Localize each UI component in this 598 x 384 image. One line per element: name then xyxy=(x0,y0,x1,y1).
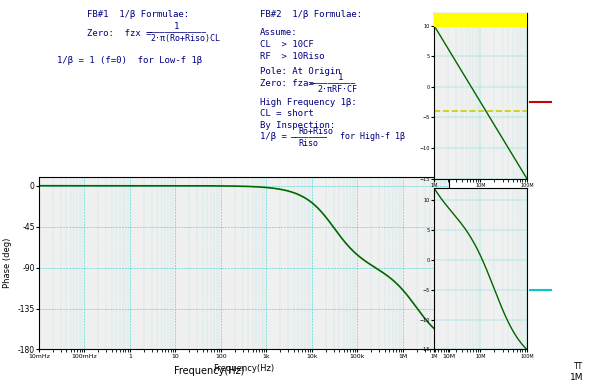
Text: ────────: ──────── xyxy=(290,132,327,141)
Text: High Frequency 1β:: High Frequency 1β: xyxy=(260,98,357,107)
Text: for High-f 1β: for High-f 1β xyxy=(340,132,405,141)
X-axis label: Frequency(Hz): Frequency(Hz) xyxy=(213,364,274,373)
Text: 2·π(Ro+Riso)CL: 2·π(Ro+Riso)CL xyxy=(151,34,221,43)
Text: 1M: 1M xyxy=(569,373,583,382)
Text: 1: 1 xyxy=(174,22,179,31)
Bar xyxy=(434,13,527,26)
Text: TT: TT xyxy=(574,362,583,371)
Text: 2·πRF·CF: 2·πRF·CF xyxy=(317,85,357,94)
Text: Frequency(Hz): Frequency(Hz) xyxy=(174,366,245,376)
Text: Ro+Riso: Ro+Riso xyxy=(298,127,333,136)
Text: 1/β =: 1/β = xyxy=(260,132,287,141)
Text: By Inspection:: By Inspection: xyxy=(260,121,335,130)
Text: Riso: Riso xyxy=(298,139,319,147)
Text: 1/β = 1 (f=0)  for Low-f 1β: 1/β = 1 (f=0) for Low-f 1β xyxy=(57,56,202,65)
Text: ──────────: ────────── xyxy=(309,78,355,87)
Text: ─────────────: ───────────── xyxy=(147,28,206,36)
Text: CL  > 10CF: CL > 10CF xyxy=(260,40,314,49)
Text: Pole: At Origin: Pole: At Origin xyxy=(260,67,341,76)
Y-axis label: Phase (deg): Phase (deg) xyxy=(3,238,12,288)
Text: Zero:  fzx =: Zero: fzx = xyxy=(87,30,151,38)
Text: FB#1  1/β Formulae:: FB#1 1/β Formulae: xyxy=(87,10,189,19)
Text: Assume:: Assume: xyxy=(260,28,298,37)
Text: FB#2  1/β Formulae:: FB#2 1/β Formulae: xyxy=(260,10,362,19)
Text: 1: 1 xyxy=(338,73,343,82)
Text: Zero: fza=: Zero: fza= xyxy=(260,79,314,88)
Text: RF  > 10Riso: RF > 10Riso xyxy=(260,52,325,61)
Text: CL = short: CL = short xyxy=(260,109,314,118)
